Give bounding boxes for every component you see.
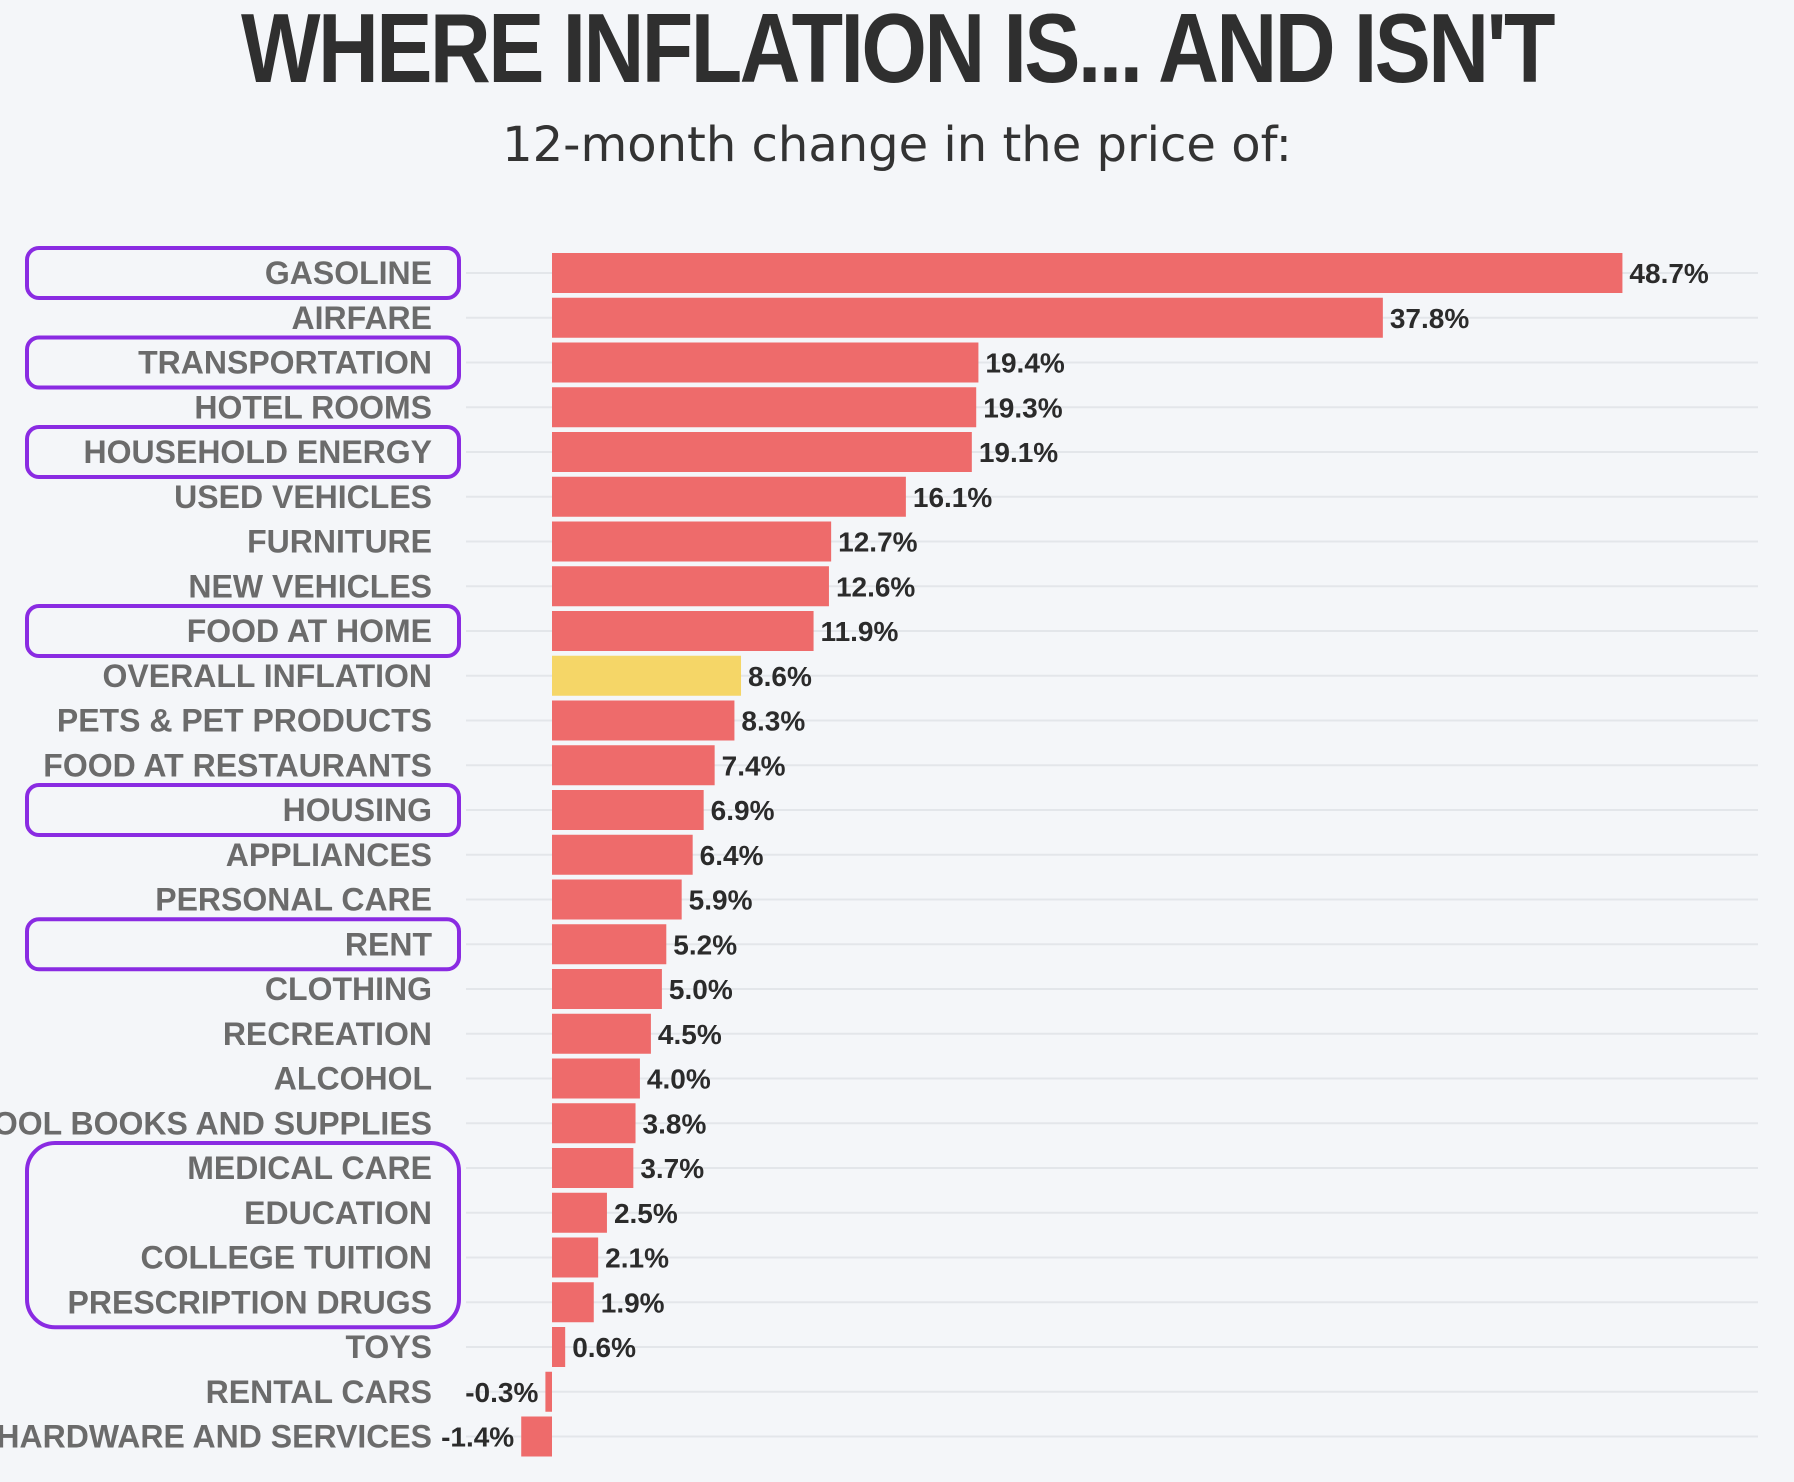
value-label-pets-and-pet-products: 8.3% [741,706,805,737]
category-label-food-at-home: FOOD AT HOME [187,613,432,649]
value-label-appliances: 6.4% [700,840,764,871]
value-label-prescription-drugs: 1.9% [601,1287,665,1318]
category-label-household-energy: HOUSEHOLD ENERGY [84,434,432,470]
value-label-transportation: 19.4% [985,348,1064,379]
bar-airfare [552,297,1383,338]
category-label-toys: TOYS [345,1329,432,1365]
category-label-used-vehicles: USED VEHICLES [174,479,432,515]
category-label-pets-and-pet-products: PETS & PET PRODUCTS [57,703,432,739]
category-label-clothing: CLOTHING [265,971,432,1007]
category-label-rent: RENT [345,926,433,962]
value-label-furniture: 12.7% [838,527,917,558]
category-labels: GASOLINE AIRFARE TRANSPORTATION HOTEL ROOMS… [0,255,432,1455]
bar-used-vehicles [552,476,906,517]
value-label-rental-cars: -0.3% [465,1377,538,1408]
value-label-food-at-home: 11.9% [821,616,899,647]
category-label-prescription-drugs: PRESCRIPTION DRUGS [68,1284,432,1320]
bar-appliances [552,834,693,875]
value-label-it-hardware-and-services: -1.4% [441,1422,514,1453]
bar-recreation [552,1013,651,1054]
value-label-alcohol: 4.0% [647,1064,711,1095]
bar-food-at-restaurants [552,745,715,786]
bar-overall-inflation [552,655,742,696]
chart-subtitle: 12-month change in the price of: [502,117,1292,173]
category-label-college-tuition: COLLEGE TUITION [140,1240,432,1276]
bar-gasoline [552,253,1623,293]
bar-pets-and-pet-products [552,700,735,741]
value-label-personal-care: 5.9% [689,885,753,916]
value-label-college-tuition: 2.1% [605,1243,669,1274]
chart-title: WHERE INFLATION IS... AND ISN'T [241,0,1555,103]
category-label-it-hardware-and-services: IT HARDWARE AND SERVICES [0,1419,432,1455]
bar-personal-care [552,879,682,920]
value-label-gasoline: 48.7% [1629,258,1708,289]
bar-it-hardware-and-services [521,1416,552,1457]
bar-transportation [552,342,979,383]
value-label-new-vehicles: 12.6% [836,571,915,602]
category-label-transportation: TRANSPORTATION [138,345,432,381]
category-label-food-at-restaurants: FOOD AT RESTAURANTS [43,747,432,783]
bar-toys [552,1327,566,1367]
category-label-rental-cars: RENTAL CARS [206,1374,432,1410]
value-label-education: 2.5% [614,1198,678,1229]
value-label-hotel-rooms: 19.3% [983,392,1062,423]
bar-food-at-home [552,611,814,651]
category-label-alcohol: ALCOHOL [274,1061,432,1097]
outline-box-food-at-home [25,604,461,658]
bar-rental-cars [545,1371,552,1412]
value-label-food-at-restaurants: 7.4% [722,750,786,781]
bar-furniture [552,521,832,562]
bar-clothing [552,969,662,1009]
outline-box-household-energy [25,425,461,479]
bar-alcohol [552,1058,640,1099]
category-label-gasoline: GASOLINE [265,255,432,291]
category-label-airfare: AIRFARE [292,300,432,336]
bar-school-books-and-supplies [552,1103,636,1144]
value-labels: 48.7% 37.8% 19.4% 19.3% 19.1% 16.1% 12.7% 12.6%… [441,258,1709,1453]
outline-box-medical-care-education-college-tuition-prescription-drugs [25,1141,461,1330]
category-label-hotel-rooms: HOTEL ROOMS [194,389,432,425]
category-label-furniture: FURNITURE [247,524,432,560]
category-label-medical-care: MEDICAL CARE [187,1150,432,1186]
bar-college-tuition [552,1237,599,1278]
bar-housing [552,790,704,830]
value-label-recreation: 4.5% [658,1019,722,1050]
value-label-toys: 0.6% [572,1332,636,1363]
value-label-rent: 5.2% [673,929,737,960]
bar-hotel-rooms [552,387,977,428]
category-label-recreation: RECREATION [223,1016,432,1052]
bar-new-vehicles [552,566,829,607]
value-label-used-vehicles: 16.1% [913,482,992,513]
value-label-medical-care: 3.7% [640,1153,704,1184]
category-label-new-vehicles: NEW VEHICLES [188,568,432,604]
value-label-housing: 6.9% [711,795,775,826]
outline-box-housing [25,783,461,837]
category-outlines [25,246,461,1330]
value-label-overall-inflation: 8.6% [748,661,812,692]
category-label-school-books-and-supplies: SCHOOL BOOKS AND SUPPLIES [0,1105,432,1141]
bar-rent [552,924,667,965]
category-label-personal-care: PERSONAL CARE [155,882,432,918]
value-label-school-books-and-supplies: 3.8% [643,1108,707,1139]
value-label-clothing: 5.0% [669,974,733,1005]
category-label-education: EDUCATION [244,1195,432,1231]
outline-box-rent [25,917,461,972]
outline-box-gasoline [25,246,461,300]
value-label-household-energy: 19.1% [979,437,1058,468]
bar-prescription-drugs [552,1282,594,1323]
bars [521,253,1623,1457]
outline-box-transportation [25,335,461,390]
category-label-appliances: APPLIANCES [226,837,432,873]
category-label-housing: HOUSING [283,792,432,828]
category-label-overall-inflation: OVERALL INFLATION [103,658,432,694]
bar-household-energy [552,432,972,472]
value-label-airfare: 37.8% [1390,303,1469,334]
bar-education [552,1192,607,1233]
bar-medical-care [552,1148,634,1188]
